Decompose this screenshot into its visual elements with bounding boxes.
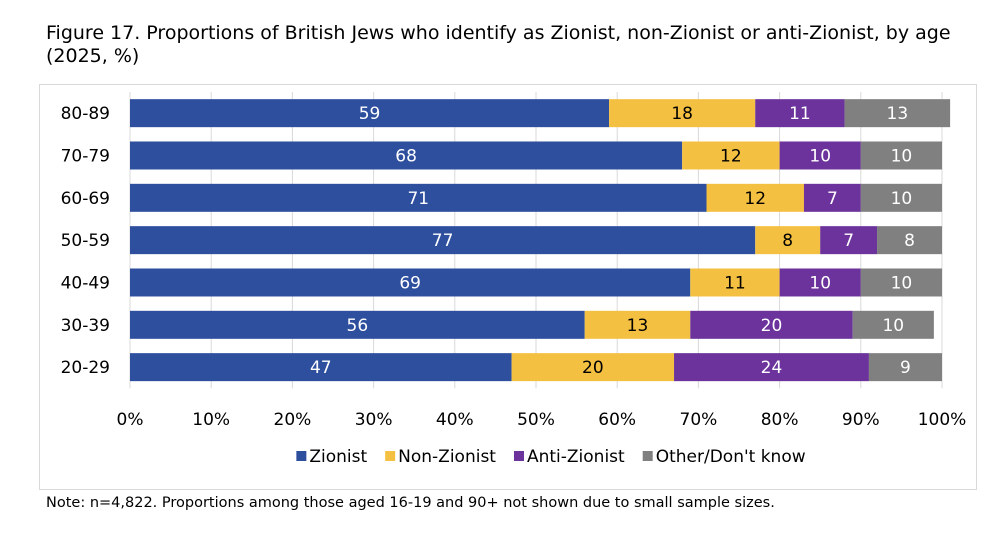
data-label: 13 — [887, 104, 909, 124]
bar-anti-zionist-70-79 — [779, 141, 861, 170]
legend-item-other-don-t-know: Other/Don't know — [642, 447, 806, 467]
bar-other-don-t-know-70-79 — [860, 141, 942, 170]
data-label: 20 — [582, 358, 604, 378]
data-label: 7 — [827, 189, 838, 209]
bar-anti-zionist-80-89 — [755, 99, 845, 128]
x-tick-label: 90% — [842, 410, 880, 430]
bar-anti-zionist-50-59 — [820, 226, 878, 255]
data-label: 12 — [720, 146, 742, 166]
legend-item-zionist: Zionist — [296, 447, 367, 467]
y-tick-label: 20-29 — [61, 358, 110, 378]
bar-zionist-40-49 — [130, 268, 691, 297]
bar-non-zionist-50-59 — [755, 226, 821, 255]
x-tick-label: 10% — [192, 410, 230, 430]
x-tick-label: 50% — [517, 410, 555, 430]
bar-zionist-70-79 — [130, 141, 683, 170]
data-label: 10 — [891, 146, 913, 166]
legend-swatch — [385, 451, 396, 461]
y-tick-label: 50-59 — [61, 231, 110, 251]
data-label: 68 — [395, 146, 417, 166]
legend-swatch — [642, 451, 653, 461]
data-label: 69 — [399, 273, 421, 293]
legend-swatch — [513, 451, 524, 461]
chart-title: Figure 17. Proportions of British Jews w… — [46, 22, 951, 67]
bar-other-don-t-know-40-49 — [860, 268, 942, 297]
legend-swatch — [296, 451, 307, 461]
data-label: 8 — [782, 231, 793, 251]
data-label: 20 — [761, 316, 783, 336]
y-tick-label: 80-89 — [61, 104, 110, 124]
y-tick-label: 70-79 — [61, 146, 110, 166]
legend-label: Other/Don't know — [656, 447, 806, 467]
bar-other-don-t-know-60-69 — [860, 183, 942, 212]
footnote: Note: n=4,822. Proportions among those a… — [46, 495, 775, 511]
x-tick-label: 100% — [918, 410, 967, 430]
data-label: 71 — [407, 189, 429, 209]
y-tick-label: 40-49 — [61, 273, 110, 293]
stacked-bar-chart: 59 18 11 13 68 12 10 10 71 12 7 10 77 8 7 8 69 11 10 10 56 13… — [61, 92, 967, 467]
bar-non-zionist-20-29 — [511, 353, 675, 382]
bar-anti-zionist-60-69 — [803, 183, 861, 212]
x-tick-label: 20% — [274, 410, 312, 430]
legend-label: Non-Zionist — [398, 447, 496, 467]
data-label: 56 — [347, 316, 369, 336]
data-label: 77 — [432, 231, 454, 251]
legend: Zionist Non-Zionist Anti-Zionist Other/Don'… — [296, 447, 806, 467]
x-axis-ticks: 0% 10% 20% 30% 40% 50% 60% 70% 80% 90% 100% — [117, 410, 967, 430]
bar-zionist-50-59 — [130, 226, 756, 255]
bar-zionist-60-69 — [130, 183, 707, 212]
legend-item-anti-zionist: Anti-Zionist — [513, 447, 625, 467]
data-label: 18 — [671, 104, 693, 124]
bar-non-zionist-70-79 — [682, 141, 780, 170]
bar-other-don-t-know-80-89 — [844, 99, 951, 128]
data-label: 47 — [310, 358, 332, 378]
data-label: 24 — [761, 358, 783, 378]
y-tick-label: 60-69 — [61, 189, 110, 209]
data-label: 9 — [900, 358, 911, 378]
data-label: 10 — [891, 189, 913, 209]
x-tick-label: 0% — [117, 410, 144, 430]
bar-other-don-t-know-20-29 — [868, 353, 942, 382]
x-tick-label: 80% — [761, 410, 799, 430]
x-tick-label: 70% — [680, 410, 718, 430]
bar-other-don-t-know-50-59 — [877, 226, 942, 255]
data-label: 8 — [904, 231, 915, 251]
bar-other-don-t-know-30-39 — [852, 310, 934, 339]
chart-area — [39, 84, 977, 490]
data-label: 10 — [882, 316, 904, 336]
bar-zionist-20-29 — [130, 353, 512, 382]
data-label: 10 — [809, 146, 831, 166]
data-label: 7 — [843, 231, 854, 251]
data-label: 11 — [789, 104, 811, 124]
y-axis-categories: 80-89 70-79 60-69 50-59 40-49 30-39 20-29 — [61, 104, 110, 378]
legend-label: Anti-Zionist — [527, 447, 625, 467]
legend-label: Zionist — [309, 447, 367, 467]
bar-non-zionist-60-69 — [706, 183, 804, 212]
y-tick-label: 30-39 — [61, 316, 110, 336]
data-label: 13 — [627, 316, 649, 336]
bar-zionist-80-89 — [130, 99, 610, 128]
bar-zionist-30-39 — [130, 310, 585, 339]
bar-anti-zionist-20-29 — [674, 353, 869, 382]
x-tick-label: 60% — [598, 410, 636, 430]
data-label: 11 — [724, 273, 746, 293]
x-tick-label: 30% — [355, 410, 393, 430]
x-tick-label: 40% — [436, 410, 474, 430]
bars — [130, 99, 951, 382]
bar-anti-zionist-40-49 — [779, 268, 861, 297]
bar-non-zionist-30-39 — [584, 310, 691, 339]
data-label: 10 — [809, 273, 831, 293]
data-labels: 59 18 11 13 68 12 10 10 71 12 7 10 77 8 7 8 69 11 10 10 56 13… — [310, 104, 915, 378]
bar-non-zionist-40-49 — [690, 268, 780, 297]
data-label: 59 — [359, 104, 381, 124]
data-label: 12 — [744, 189, 766, 209]
data-label: 10 — [891, 273, 913, 293]
bar-non-zionist-80-89 — [609, 99, 756, 128]
legend-item-non-zionist: Non-Zionist — [385, 447, 496, 467]
bar-anti-zionist-30-39 — [690, 310, 853, 339]
